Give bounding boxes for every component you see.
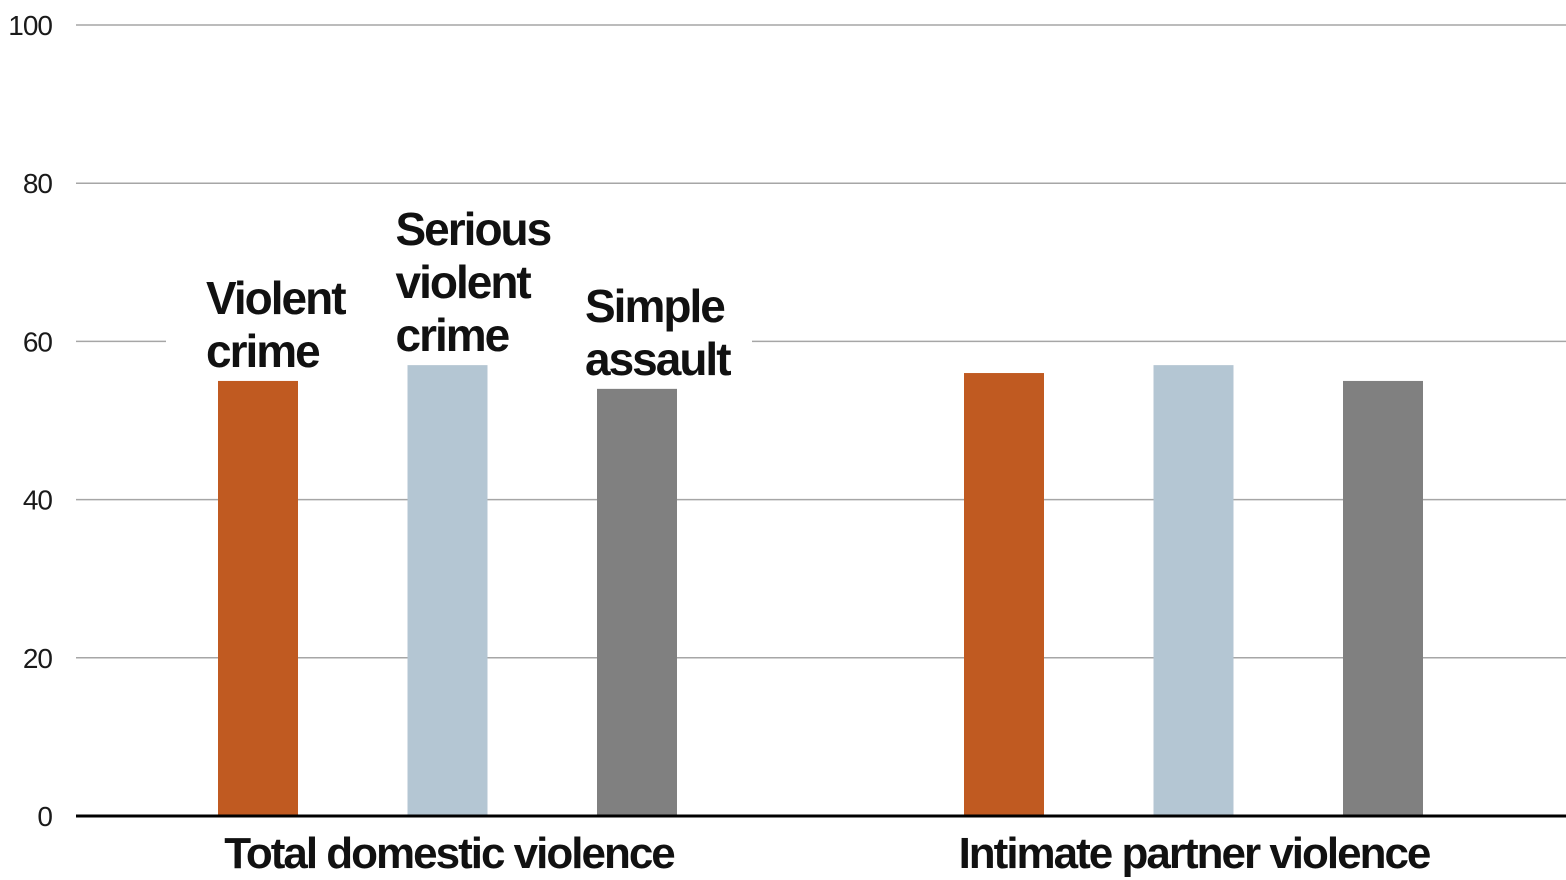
category-label: Total domestic violence xyxy=(224,829,674,878)
bar xyxy=(407,365,488,816)
series-label: Serious violent crime xyxy=(396,203,551,361)
series-labels: Violent crime Serious violent crime Simple ass… xyxy=(206,203,733,385)
bar xyxy=(964,373,1044,816)
series-label: Violent crime xyxy=(206,272,346,377)
bar xyxy=(218,380,298,816)
y-tick-label: 0 xyxy=(37,801,52,832)
category-labels: Total domestic violence Intimate partner … xyxy=(224,829,1432,878)
y-tick-label: 40 xyxy=(23,485,53,516)
y-axis-ticks: 0 20 40 60 80 100 xyxy=(8,10,53,832)
y-tick-label: 20 xyxy=(23,643,53,674)
bars xyxy=(218,365,1423,816)
bar xyxy=(1343,380,1423,816)
y-tick-label: 80 xyxy=(23,168,53,199)
gridlines xyxy=(76,24,1566,659)
y-tick-label: 60 xyxy=(23,326,53,357)
y-tick-label: 100 xyxy=(8,10,52,41)
category-label: Intimate partner violence xyxy=(959,829,1430,878)
bar xyxy=(1153,365,1234,816)
bar xyxy=(597,388,677,816)
series-label: Simple assault xyxy=(585,280,731,385)
